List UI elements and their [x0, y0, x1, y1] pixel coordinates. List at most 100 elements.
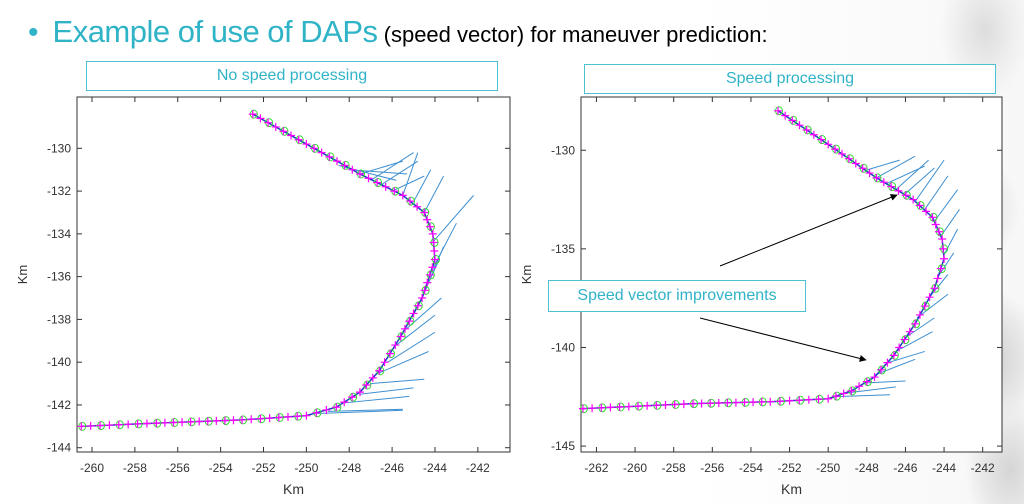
- speed-vector: [905, 167, 935, 195]
- plus-marker: [220, 416, 229, 425]
- plus-marker: [169, 418, 178, 427]
- y-axis-label: Km: [519, 265, 534, 285]
- plus-marker: [922, 207, 931, 216]
- x-axis-label: Km: [283, 481, 304, 497]
- plus-marker: [373, 178, 382, 187]
- plus-marker: [578, 404, 587, 413]
- panel-label-right: Speed processing: [584, 64, 996, 94]
- plus-marker: [332, 157, 341, 166]
- plus-marker: [817, 135, 826, 144]
- plus-marker: [114, 420, 123, 429]
- plus-marker: [920, 302, 929, 311]
- plus-marker: [152, 419, 161, 428]
- plus-marker: [851, 159, 860, 168]
- plus-marker: [670, 400, 679, 409]
- plus-marker: [413, 202, 422, 211]
- speed-vector: [832, 394, 891, 398]
- speed-vector: [317, 409, 403, 415]
- annotation-box: Speed vector improvements: [548, 280, 806, 312]
- x-tick-label: -256: [700, 461, 724, 475]
- x-tick-label: -242: [466, 461, 490, 475]
- plus-marker: [423, 278, 432, 287]
- plus-marker: [802, 125, 811, 134]
- plus-marker: [895, 343, 904, 352]
- plus-marker: [814, 395, 823, 404]
- plus-marker: [86, 421, 95, 430]
- plus-marker: [911, 319, 920, 328]
- plus-marker: [405, 317, 414, 326]
- plus-marker: [212, 416, 221, 425]
- speed-vector: [885, 350, 925, 364]
- plus-marker: [858, 164, 867, 173]
- x-tick-label: -254: [739, 461, 763, 475]
- plus-marker: [287, 131, 296, 140]
- plus-marker: [844, 154, 853, 163]
- speed-vector: [934, 189, 958, 222]
- plus-marker: [400, 324, 409, 333]
- speed-vector: [379, 351, 429, 374]
- plus-marker: [385, 349, 394, 358]
- speed-vector: [895, 331, 933, 352]
- plus-marker: [887, 182, 896, 191]
- plus-marker: [936, 264, 945, 273]
- plus-marker: [142, 419, 151, 428]
- plus-marker: [425, 270, 434, 279]
- plus-marker: [271, 122, 280, 131]
- y-tick-label: -140: [551, 340, 575, 354]
- plus-marker: [934, 227, 943, 236]
- plus-marker: [203, 417, 212, 426]
- plus-marker: [689, 399, 698, 408]
- plus-marker: [430, 255, 439, 264]
- plus-marker: [930, 284, 939, 293]
- x-tick-label: -260: [623, 461, 647, 475]
- plus-marker: [340, 398, 349, 407]
- plus-marker: [597, 403, 606, 412]
- plus-marker: [855, 382, 864, 391]
- plus-marker: [615, 402, 624, 411]
- plus-marker: [96, 421, 105, 430]
- plus-marker: [939, 244, 948, 253]
- plus-marker: [405, 197, 414, 206]
- x-tick-label: -260: [80, 461, 104, 475]
- plus-marker: [256, 114, 265, 123]
- slide-title: • Example of use of DAPs (speed vector) f…: [28, 14, 768, 50]
- plus-marker: [264, 118, 273, 127]
- speed-vector: [359, 387, 414, 395]
- plus-marker: [749, 398, 758, 407]
- y-axis-label: Km: [15, 265, 30, 285]
- x-tick-label: -262: [584, 461, 608, 475]
- plus-marker: [133, 419, 142, 428]
- x-tick-label: -244: [423, 461, 447, 475]
- plus-marker: [380, 358, 389, 367]
- plus-marker: [915, 310, 924, 319]
- plus-marker: [355, 388, 364, 397]
- chart-1: -260 -258 -256 -254 -252 -250 -248 -246 -244 -242…: [15, 96, 511, 497]
- plus-marker: [824, 140, 833, 149]
- plus-marker: [398, 191, 407, 200]
- plus-marker: [430, 246, 439, 255]
- plus-marker: [294, 135, 303, 144]
- plus-marker: [824, 394, 833, 403]
- x-tick-label: -258: [662, 461, 686, 475]
- plus-marker: [865, 169, 874, 178]
- speed-vector: [895, 159, 929, 191]
- plus-marker: [317, 148, 326, 157]
- plus-marker: [429, 238, 438, 247]
- speed-vector: [402, 152, 419, 196]
- plus-marker: [409, 309, 418, 318]
- plus-marker: [775, 397, 784, 406]
- panel-label-left: No speed processing: [86, 61, 498, 91]
- plus-marker: [325, 152, 334, 161]
- speed-vector: [327, 408, 403, 412]
- plus-marker: [931, 220, 940, 229]
- x-tick-label: -250: [294, 461, 318, 475]
- plus-marker: [396, 332, 405, 341]
- plus-marker: [643, 401, 652, 410]
- plus-marker: [279, 127, 288, 136]
- plus-marker: [847, 386, 856, 395]
- plus-marker: [697, 399, 706, 408]
- speed-vector: [430, 195, 474, 245]
- plus-marker: [870, 373, 879, 382]
- x-tick-label: -242: [971, 461, 995, 475]
- plus-marker: [355, 169, 364, 178]
